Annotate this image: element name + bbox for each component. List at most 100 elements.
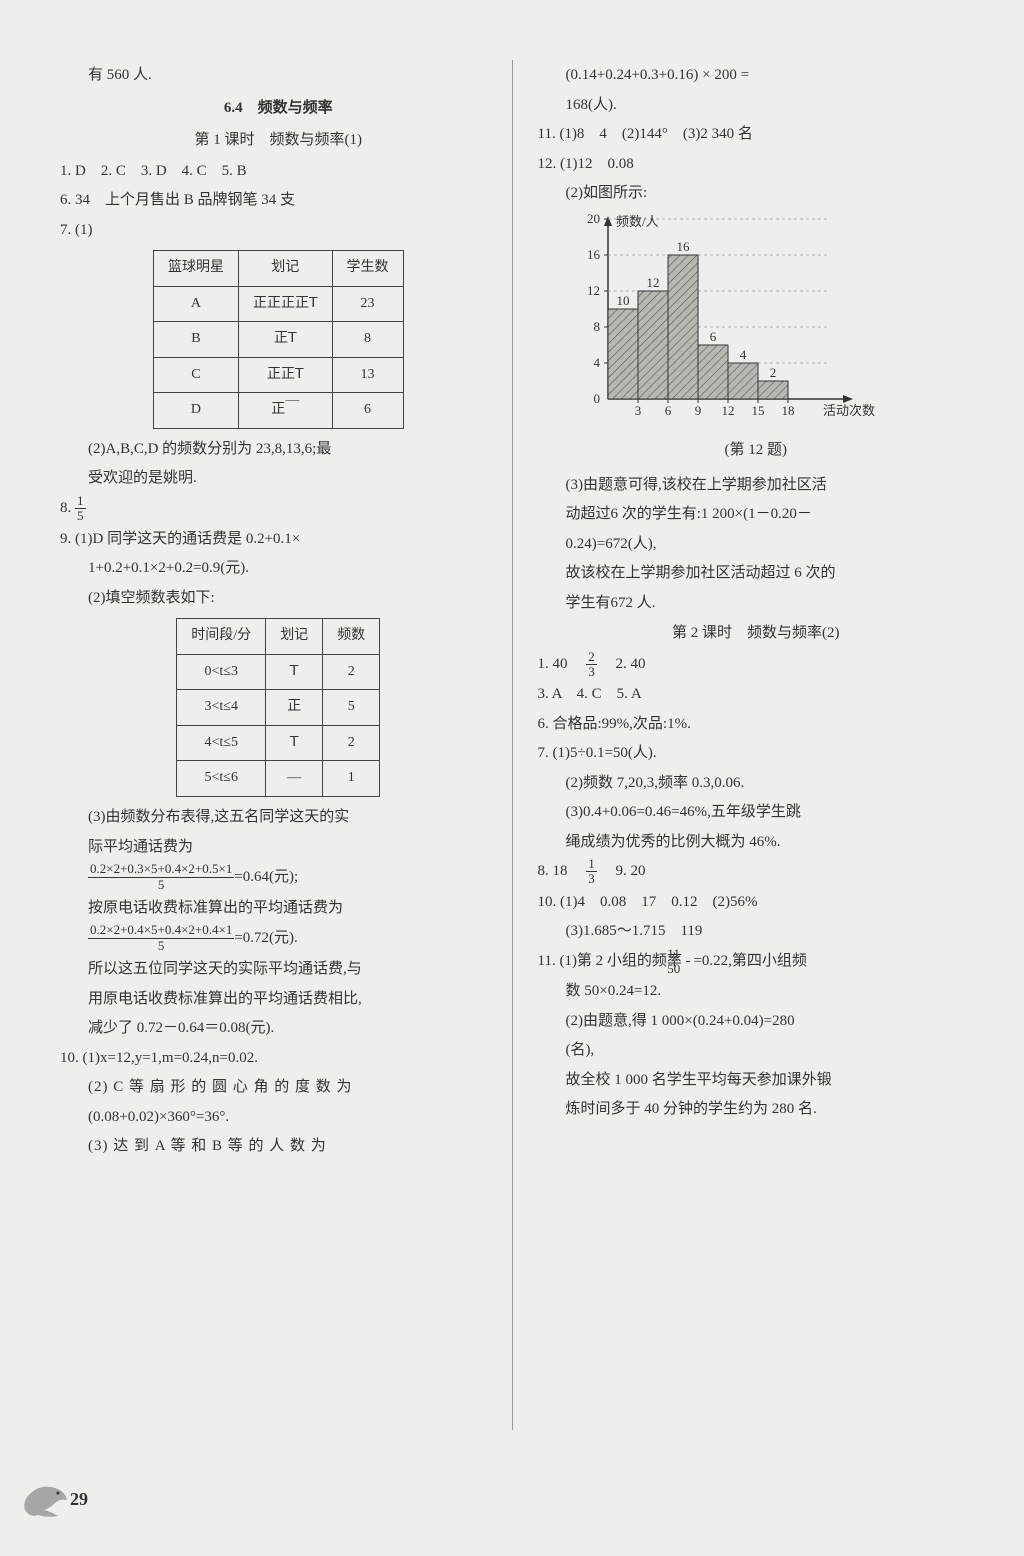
right-column: (0.14+0.24+0.3+0.16) × 200 = 168(人). 11.… [533, 60, 975, 1430]
text-line: (3) 达 到 A 等 和 B 等 的 人 数 为 [60, 1132, 497, 1161]
label: 1. 40 [538, 656, 583, 672]
svg-text:2: 2 [769, 365, 776, 380]
svg-text:9: 9 [694, 403, 701, 418]
text-line: 1+0.2+0.1×2+0.2=0.9(元). [60, 554, 497, 583]
table-header: 学生数 [332, 251, 403, 287]
text-line: 10. (1)x=12,y=1,m=0.24,n=0.02. [60, 1044, 497, 1073]
svg-text:10: 10 [616, 293, 629, 308]
denominator: 3 [586, 665, 597, 679]
dolphin-icon [20, 1480, 70, 1522]
text-line: 学生有672 人. [538, 589, 975, 618]
numerator: 11 [686, 947, 690, 962]
table-9: 时间段/分 划记 频数 0<t≤3𝖳2 3<t≤4正5 4<t≤5𝖳2 5<t≤… [176, 618, 380, 797]
numerator: 1 [75, 494, 86, 509]
text-line: (3)由题意可得,该校在上学期参加社区活 [538, 471, 975, 500]
table-header: 频数 [323, 619, 380, 655]
denominator: 50 [686, 962, 690, 976]
cell: A [153, 286, 238, 322]
text-line: 0.24)=672(人), [538, 530, 975, 559]
cell: 3<t≤4 [177, 690, 266, 726]
text-line: 动超过6 次的学生有:1 200×(1－0.20－ [538, 500, 975, 529]
svg-text:3: 3 [634, 403, 641, 418]
text-line: 故全校 1 000 名学生平均每天参加课外锻 [538, 1066, 975, 1095]
answers-1-5: 1. D 2. C 3. D 4. C 5. B [60, 157, 497, 186]
answer-7-1: 7. (1) [60, 216, 497, 245]
answer-8-9: 8. 18 1 3 9. 20 [538, 857, 975, 887]
result: =0.64(元); [234, 869, 298, 885]
cell: 2 [323, 654, 380, 690]
svg-text:16: 16 [587, 247, 601, 262]
label: 11. (1)第 2 小组的频率 [538, 953, 682, 969]
cell: 正正𝖳 [238, 357, 332, 393]
fraction: 0.2×2+0.3×5+0.4×2+0.5×1 5 [88, 862, 234, 893]
result: =0.72(元). [234, 930, 297, 946]
cell: 23 [332, 286, 403, 322]
denominator: 5 [75, 509, 86, 523]
cell: 13 [332, 357, 403, 393]
fraction: 0.2×2+0.4×5+0.4×2+0.4×1 5 [88, 923, 234, 954]
svg-text:8: 8 [593, 319, 600, 334]
text-line: (0.08+0.02)×360°=36°. [60, 1103, 497, 1132]
table-header: 划记 [238, 251, 332, 287]
cell: 5<t≤6 [177, 761, 266, 797]
cell: 8 [332, 322, 403, 358]
lesson-heading: 第 1 课时 频数与频率(1) [60, 126, 497, 155]
svg-text:12: 12 [721, 403, 734, 418]
text-line: (3)1.685～1.715 119 [538, 917, 975, 946]
answer-12-1: 12. (1)12 0.08 [538, 150, 975, 179]
label: =0.22,第四小组频 [693, 953, 806, 969]
table-header: 篮球明星 [153, 251, 238, 287]
svg-text:12: 12 [646, 275, 659, 290]
svg-text:15: 15 [751, 403, 764, 418]
denominator: 5 [88, 878, 234, 893]
lesson-heading: 第 2 课时 频数与频率(2) [538, 619, 975, 648]
cell: 6 [332, 393, 403, 429]
text-line: 故该校在上学期参加社区活动超过 6 次的 [538, 559, 975, 588]
text-line: (3)0.4+0.06=0.46=46%,五年级学生跳 [538, 798, 975, 827]
cell: 2 [323, 725, 380, 761]
table-header: 划记 [266, 619, 323, 655]
text-line: 按原电话收费标准算出的平均通话费为 [60, 894, 497, 923]
text-line: (2)A,B,C,D 的频数分别为 23,8,13,6;最 [60, 435, 497, 464]
left-column: 有 560 人. 6.4 频数与频率 第 1 课时 频数与频率(1) 1. D … [60, 60, 513, 1430]
text-line: 受欢迎的是姚明. [60, 464, 497, 493]
text-line: (2)由题意,得 1 000×(0.24+0.04)=280 [538, 1007, 975, 1036]
page-number: 29 [70, 1482, 88, 1516]
text-line: (2)频数 7,20,3,频率 0.3,0.06. [538, 769, 975, 798]
text-line: (3)由频数分布表得,这五名同学这天的实 [60, 803, 497, 832]
cell: B [153, 322, 238, 358]
text-line: 数 50×0.24=12. [538, 977, 975, 1006]
table-7: 篮球明星 划记 学生数 A正正正正𝖳23 B正𝖳8 C正正𝖳13 D正￣6 [153, 250, 404, 429]
text-line: 用原电话收费标准算出的平均通话费相比, [60, 985, 497, 1014]
equation: 0.2×2+0.3×5+0.4×2+0.5×1 5 =0.64(元); [60, 862, 497, 893]
svg-text:18: 18 [781, 403, 794, 418]
histogram-svg: 048121620101216642369121518频数/人活动次数 [568, 214, 908, 424]
text-line: (名), [538, 1036, 975, 1065]
answer-1-2: 1. 40 2 3 2. 40 [538, 650, 975, 680]
label: 8. 18 [538, 863, 583, 879]
fraction: 1 3 [586, 857, 597, 887]
cell: 0<t≤3 [177, 654, 266, 690]
text-line: 际平均通话费为 [60, 833, 497, 862]
cell: 正 [266, 690, 323, 726]
cell: D [153, 393, 238, 429]
numerator: 2 [586, 650, 597, 665]
answers-3-5: 3. A 4. C 5. A [538, 680, 975, 709]
denominator: 3 [586, 872, 597, 886]
answer-11: 11. (1)8 4 (2)144° (3)2 340 名 [538, 120, 975, 149]
svg-text:6: 6 [709, 329, 716, 344]
cell: 𝖳 [266, 654, 323, 690]
cell: 1 [323, 761, 380, 797]
numerator: 1 [586, 857, 597, 872]
svg-text:16: 16 [676, 239, 690, 254]
text-line: (0.14+0.24+0.3+0.16) × 200 = [538, 61, 975, 90]
label: 2. 40 [601, 656, 646, 672]
cell: C [153, 357, 238, 393]
cell: 5 [323, 690, 380, 726]
fraction: 11 50 [686, 947, 690, 977]
text-line: 10. (1)4 0.08 17 0.12 (2)56% [538, 888, 975, 917]
answer-6: 6. 34 上个月售出 B 品牌钢笔 34 支 [60, 186, 497, 215]
answer-8: 8. 1 5 [60, 494, 497, 524]
text-line: 所以这五位同学这天的实际平均通话费,与 [60, 955, 497, 984]
label: 9. 20 [601, 863, 646, 879]
